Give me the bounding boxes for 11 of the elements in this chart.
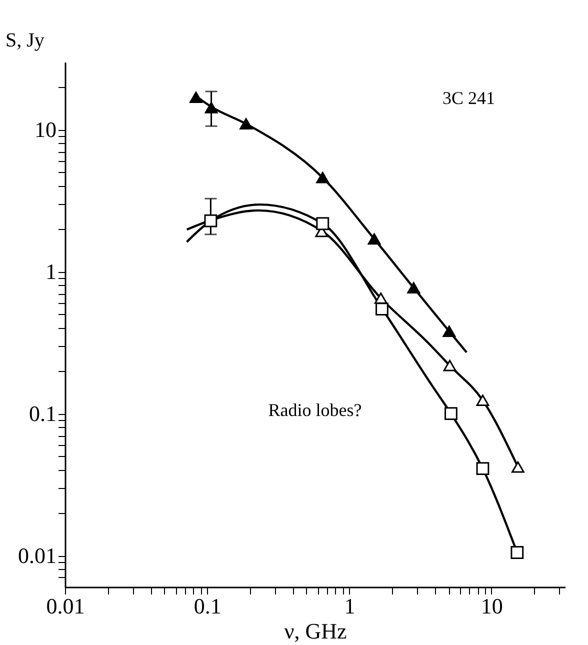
y-tick-label: 10 <box>34 117 56 142</box>
x-axis-title: ν, GHz <box>284 618 347 644</box>
y-tick-label: 0.1 <box>29 401 56 426</box>
y-axis-title: S, Jy <box>6 30 44 52</box>
x-tick-label: 10 <box>480 594 503 618</box>
y-tick-label: 0.01 <box>18 543 56 568</box>
x-tick-label: 1 <box>344 594 356 618</box>
annotation: 3C 241 <box>442 88 495 108</box>
annotation: Radio lobes? <box>268 400 362 420</box>
y-tick-label: 1 <box>46 259 56 284</box>
x-tick-label: 0.1 <box>194 594 222 618</box>
